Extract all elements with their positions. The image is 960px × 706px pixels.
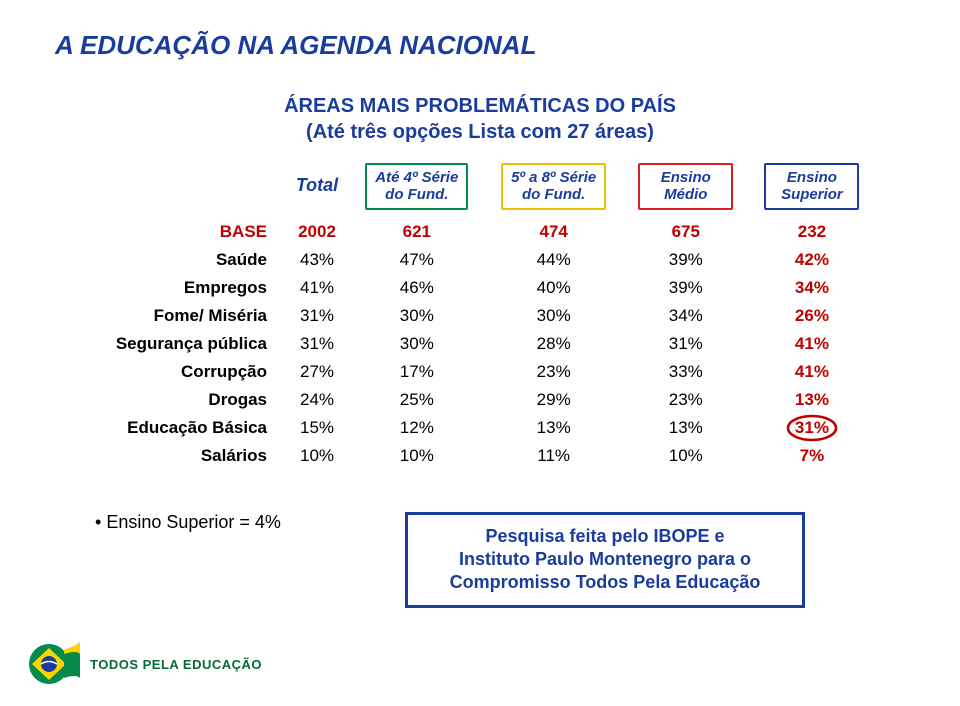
table-cell: 31%	[285, 302, 349, 330]
table-cell: 26%	[749, 302, 875, 330]
row-label: Empregos	[85, 274, 285, 302]
table-cell: 2002	[285, 218, 349, 246]
row-label: Segurança pública	[85, 330, 285, 358]
table-cell: 44%	[485, 246, 623, 274]
callout-line-1: Pesquisa feita pelo IBOPE e	[485, 526, 724, 546]
table-header-row: Total Até 4º Série do Fund. 5º a 8º Séri…	[85, 159, 875, 218]
row-label: Salários	[85, 442, 285, 470]
table-cell: 232	[749, 218, 875, 246]
callout-line-3: Compromisso Todos Pela Educação	[450, 572, 761, 592]
col3-header-l2: Médio	[664, 186, 707, 203]
bullet-footnote: Ensino Superior = 4%	[95, 512, 375, 533]
table-cell: 25%	[349, 386, 485, 414]
table-cell: 40%	[485, 274, 623, 302]
table-cell: 11%	[485, 442, 623, 470]
row-label: Drogas	[85, 386, 285, 414]
table-cell: 42%	[749, 246, 875, 274]
table-cell: 23%	[623, 386, 749, 414]
row-label: Saúde	[85, 246, 285, 274]
col3-header-l1: Ensino	[661, 169, 711, 186]
data-table: Total Até 4º Série do Fund. 5º a 8º Séri…	[85, 159, 875, 470]
table-cell: 23%	[485, 358, 623, 386]
callout-line-2: Instituto Paulo Montenegro para o	[459, 549, 751, 569]
table-cell: 29%	[485, 386, 623, 414]
col3-header-box: Ensino Médio	[638, 163, 733, 210]
table-cell: 7%	[749, 442, 875, 470]
table-row: Corrupção27%17%23%33%41%	[85, 358, 875, 386]
subtitle-line-2: (Até três opções Lista com 27 áreas)	[306, 121, 654, 143]
table-cell: 24%	[285, 386, 349, 414]
table-cell: 33%	[623, 358, 749, 386]
table-cell: 41%	[749, 330, 875, 358]
table-row: Saúde43%47%44%39%42%	[85, 246, 875, 274]
callout-source-box: Pesquisa feita pelo IBOPE e Instituto Pa…	[405, 512, 805, 608]
table-row: Fome/ Miséria31%30%30%34%26%	[85, 302, 875, 330]
table-cell: 41%	[749, 358, 875, 386]
col4-header-l1: Ensino	[787, 169, 837, 186]
table-cell: 10%	[349, 442, 485, 470]
table-cell: 10%	[285, 442, 349, 470]
table-cell: 30%	[485, 302, 623, 330]
table-cell: 47%	[349, 246, 485, 274]
footer-logo: TODOS PELA EDUCAÇÃO	[28, 642, 262, 686]
table-row: Educação Básica15%12%13%13%31%	[85, 414, 875, 442]
col2-header-box: 5º a 8º Série do Fund.	[501, 163, 606, 210]
col1-header-l2: do Fund.	[385, 186, 448, 203]
table-cell: 15%	[285, 414, 349, 442]
table-cell: 31%	[749, 414, 875, 442]
col2-header-l1: 5º a 8º Série	[511, 169, 596, 186]
table-row: Empregos41%46%40%39%34%	[85, 274, 875, 302]
table-cell: 13%	[485, 414, 623, 442]
row-label: BASE	[85, 218, 285, 246]
table-row: Drogas24%25%29%23%13%	[85, 386, 875, 414]
table-cell: 39%	[623, 246, 749, 274]
table-cell: 34%	[749, 274, 875, 302]
table-cell: 41%	[285, 274, 349, 302]
subtitle-line-1: ÁREAS MAIS PROBLEMÁTICAS DO PAÍS	[284, 95, 676, 117]
table-cell: 28%	[485, 330, 623, 358]
table-cell: 621	[349, 218, 485, 246]
col4-header-l2: Superior	[781, 186, 843, 203]
table-cell: 43%	[285, 246, 349, 274]
table-cell: 12%	[349, 414, 485, 442]
table-row: Salários10%10%11%10%7%	[85, 442, 875, 470]
flag-icon	[28, 642, 82, 686]
table-cell: 27%	[285, 358, 349, 386]
table-cell: 675	[623, 218, 749, 246]
table-cell: 30%	[349, 302, 485, 330]
table-cell: 31%	[285, 330, 349, 358]
row-label: Corrupção	[85, 358, 285, 386]
col4-header-box: Ensino Superior	[764, 163, 859, 210]
table-cell: 17%	[349, 358, 485, 386]
slide-subtitle: ÁREAS MAIS PROBLEMÁTICAS DO PAÍS (Até tr…	[55, 93, 905, 145]
table-cell: 31%	[623, 330, 749, 358]
table-cell: 39%	[623, 274, 749, 302]
table-cell: 13%	[749, 386, 875, 414]
table-cell: 10%	[623, 442, 749, 470]
slide-title: A EDUCAÇÃO NA AGENDA NACIONAL	[55, 30, 905, 61]
table-cell: 34%	[623, 302, 749, 330]
col2-header-l2: do Fund.	[522, 186, 585, 203]
table-cell: 474	[485, 218, 623, 246]
table-cell: 46%	[349, 274, 485, 302]
table-row: Segurança pública31%30%28%31%41%	[85, 330, 875, 358]
table-cell: 13%	[623, 414, 749, 442]
col1-header-l1: Até 4º Série	[375, 169, 458, 186]
col-total-header: Total	[285, 159, 349, 218]
table-cell: 30%	[349, 330, 485, 358]
col1-header-box: Até 4º Série do Fund.	[365, 163, 468, 210]
footer-brand-text: TODOS PELA EDUCAÇÃO	[90, 657, 262, 672]
row-label: Fome/ Miséria	[85, 302, 285, 330]
row-label: Educação Básica	[85, 414, 285, 442]
table-row: BASE2002621474675232	[85, 218, 875, 246]
